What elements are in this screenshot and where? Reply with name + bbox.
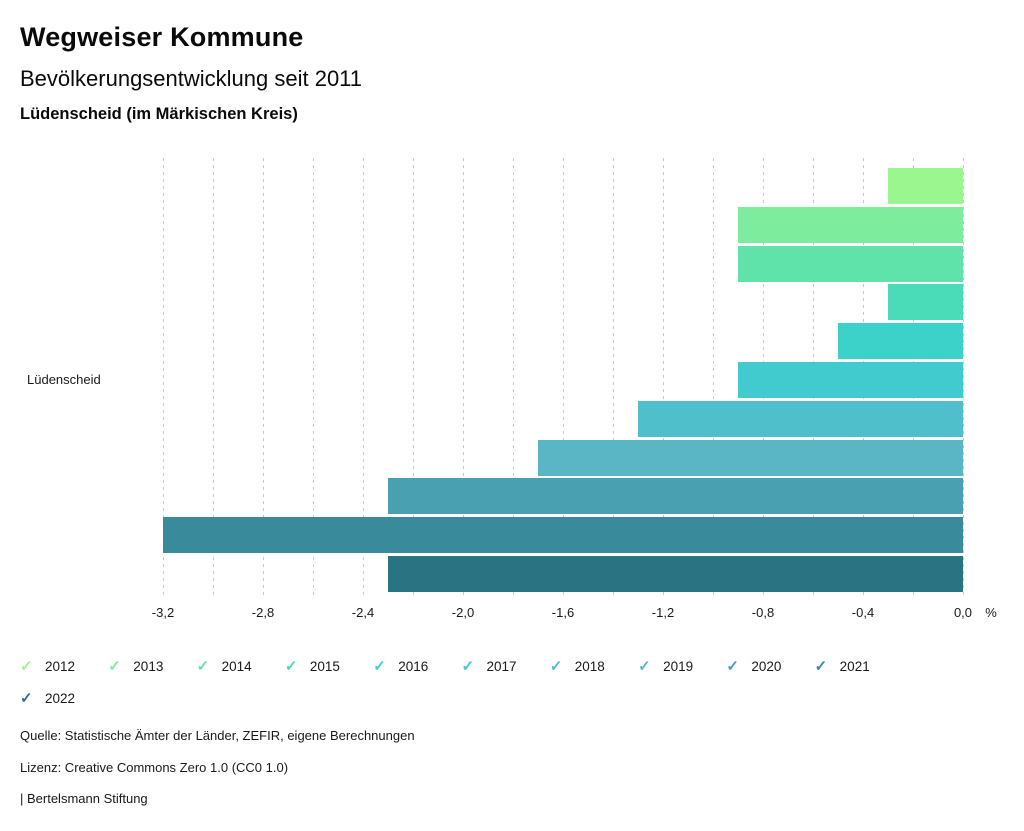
- gridline: [213, 158, 214, 597]
- x-tick-label: -1,6: [551, 605, 575, 620]
- bar-2012[interactable]: [888, 168, 963, 204]
- bar-2018[interactable]: [638, 400, 963, 437]
- legend-item-2017[interactable]: ✓ 2017: [461, 650, 549, 682]
- x-axis-unit-label: %: [985, 605, 997, 620]
- check-icon: ✓: [373, 657, 386, 675]
- gridline: [263, 158, 264, 597]
- legend-year-label: 2012: [45, 658, 76, 674]
- x-tick-label: -2,8: [251, 605, 275, 620]
- legend-item-2012[interactable]: ✓ 2012: [20, 650, 108, 682]
- legend-year-label: 2022: [45, 690, 76, 706]
- legend-item-2022[interactable]: ✓ 2022: [20, 682, 108, 714]
- x-tick-label: -2,0: [451, 605, 475, 620]
- gridline: [613, 158, 614, 597]
- check-icon: ✓: [461, 657, 475, 675]
- gridline: [563, 158, 564, 597]
- y-axis-category-label: Lüdenscheid: [27, 372, 101, 387]
- legend-item-2015[interactable]: ✓ 2015: [285, 650, 373, 682]
- legend: ✓ 2012 ✓ 2013 ✓ 2014 ✓ 2015 ✓ 2016 ✓ 2017 ✓ 2018 ✓ 2019…: [20, 650, 940, 714]
- bar-2022[interactable]: [388, 556, 963, 592]
- legend-year-label: 2013: [133, 658, 164, 674]
- legend-year-label: 2016: [398, 658, 429, 674]
- legend-year-label: 2014: [221, 658, 252, 674]
- gridline: [963, 158, 964, 597]
- gridline: [363, 158, 364, 597]
- legend-item-2020[interactable]: ✓ 2020: [726, 650, 814, 682]
- gridline: [313, 158, 314, 597]
- x-tick-label: -1,2: [651, 605, 675, 620]
- x-tick-label: -2,4: [351, 605, 375, 620]
- legend-year-label: 2021: [839, 658, 870, 674]
- check-icon: ✓: [726, 657, 739, 675]
- check-icon: ✓: [20, 657, 33, 675]
- x-tick-label: -3,2: [151, 605, 175, 620]
- gridline: [463, 158, 464, 597]
- check-icon: ✓: [638, 657, 651, 675]
- bar-2017[interactable]: [738, 362, 963, 398]
- region-title: Lüdenscheid (im Märkischen Kreis): [20, 105, 298, 123]
- branding-note: | Bertelsmann Stiftung: [20, 791, 148, 806]
- check-icon: ✓: [196, 657, 210, 675]
- gridline: [713, 158, 714, 597]
- check-icon: ✓: [108, 657, 121, 675]
- bar-2019[interactable]: [538, 439, 963, 476]
- legend-item-2016[interactable]: ✓ 2016: [373, 650, 461, 682]
- bar-2014[interactable]: [738, 245, 963, 282]
- check-icon: ✓: [20, 689, 33, 707]
- gridline: [513, 158, 514, 597]
- x-tick-label: 0,0: [953, 605, 973, 620]
- legend-year-label: 2020: [751, 658, 782, 674]
- legend-item-2014[interactable]: ✓ 2014: [197, 650, 285, 682]
- legend-item-2013[interactable]: ✓ 2013: [108, 650, 196, 682]
- legend-item-2019[interactable]: ✓ 2019: [638, 650, 726, 682]
- check-icon: ✓: [284, 657, 298, 675]
- legend-year-label: 2015: [309, 658, 340, 674]
- legend-item-2021[interactable]: ✓ 2021: [815, 650, 903, 682]
- legend-year-label: 2018: [574, 658, 605, 674]
- bar-2015[interactable]: [888, 284, 963, 321]
- legend-year-label: 2019: [663, 658, 694, 674]
- bar-2016[interactable]: [838, 323, 963, 360]
- bar-2020[interactable]: [388, 478, 963, 515]
- page-title: Wegweiser Kommune: [20, 22, 304, 52]
- plot-area: % -3,2 -2,8 -2,4 -2,0 -1,6 -1,2 -0,8 -0,4 0,0: [152, 158, 1003, 628]
- chart-subtitle: Bevölkerungsentwicklung seit 2011: [20, 66, 363, 91]
- gridline: [663, 158, 664, 597]
- x-tick-label: -0,8: [751, 605, 775, 620]
- license-note: Lizenz: Creative Commons Zero 1.0 (CC0 1…: [20, 760, 289, 775]
- gridline: [163, 158, 164, 597]
- legend-item-2018[interactable]: ✓ 2018: [550, 650, 638, 682]
- check-icon: ✓: [549, 657, 563, 675]
- gridline: [413, 158, 414, 597]
- legend-year-label: 2017: [486, 658, 517, 674]
- check-icon: ✓: [814, 657, 828, 675]
- bar-2021[interactable]: [163, 517, 963, 554]
- x-tick-label: -0,4: [851, 605, 875, 620]
- bar-2013[interactable]: [738, 206, 963, 243]
- source-note: Quelle: Statistische Ämter der Länder, Z…: [20, 728, 415, 743]
